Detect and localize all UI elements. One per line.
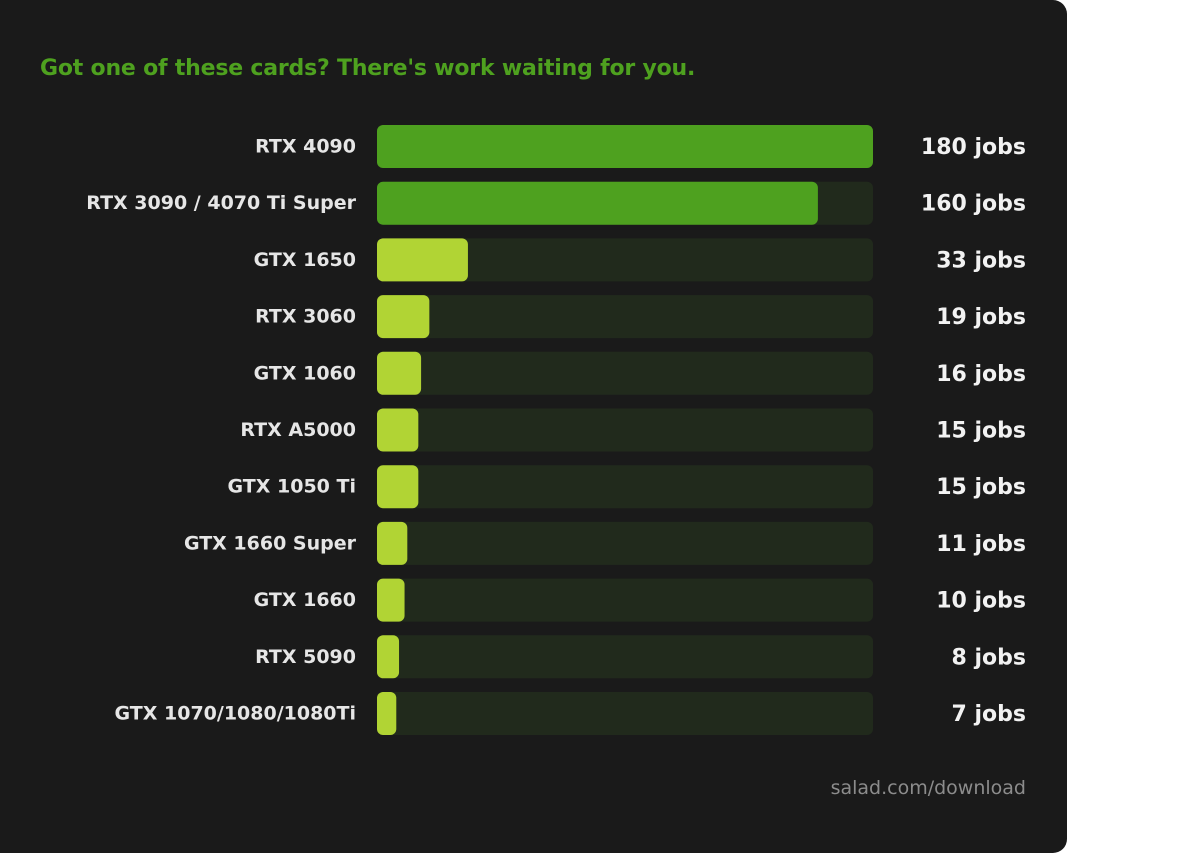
bar-track (377, 295, 873, 339)
value-label: 33 jobs (936, 248, 1026, 273)
bar-track (377, 238, 873, 282)
bar (377, 521, 408, 565)
value-label: 15 jobs (936, 475, 1026, 500)
bar (377, 635, 400, 679)
value-label: 16 jobs (936, 362, 1026, 387)
bar (377, 465, 419, 509)
bar-track (377, 465, 873, 509)
bar-track (377, 521, 873, 565)
bar (377, 351, 422, 395)
bar-track (377, 408, 873, 452)
bar-row: GTX 1060 16 jobs (254, 351, 1026, 395)
value-label: 10 jobs (936, 589, 1026, 614)
category-label: GTX 1070/1080/1080Ti (115, 703, 356, 725)
value-label: 7 jobs (952, 702, 1026, 727)
value-label: 160 jobs (921, 192, 1026, 217)
bar-row: GTX 1650 33 jobs (254, 238, 1026, 282)
value-label: 180 jobs (921, 135, 1026, 160)
chart-title: Got one of these cards? There's work wai… (40, 56, 696, 81)
bar (377, 692, 397, 735)
bar-chart: RTX 4090 180 jobs RTX 3090 / 4070 Ti Super… (86, 125, 1026, 735)
value-label: 15 jobs (936, 419, 1026, 444)
category-label: RTX 4090 (255, 136, 356, 158)
bar-row: RTX A5000 15 jobs (240, 408, 1026, 452)
bar-track (377, 578, 873, 622)
category-label: RTX A5000 (240, 419, 356, 441)
bar-row: RTX 3090 / 4070 Ti Super 160 jobs (86, 181, 1026, 225)
category-label: RTX 3090 / 4070 Ti Super (86, 192, 356, 214)
bar-track (377, 351, 873, 395)
bar-row: GTX 1050 Ti 15 jobs (228, 465, 1026, 509)
bar (377, 408, 419, 452)
value-label: 8 jobs (952, 645, 1026, 670)
bar-row: GTX 1070/1080/1080Ti 7 jobs (115, 692, 1026, 735)
category-label: GTX 1050 Ti (228, 476, 356, 498)
category-label: RTX 3060 (255, 306, 356, 328)
bar-row: RTX 4090 180 jobs (255, 125, 1026, 168)
category-label: RTX 5090 (255, 646, 356, 668)
category-label: GTX 1660 Super (184, 532, 357, 554)
bar-row: RTX 5090 8 jobs (255, 635, 1026, 679)
bar-row: GTX 1660 10 jobs (254, 578, 1026, 622)
category-label: GTX 1650 (254, 249, 356, 271)
bar-track (377, 692, 873, 735)
chart-card: Got one of these cards? There's work wai… (0, 0, 1067, 853)
bar-track (377, 635, 873, 679)
bar-row: RTX 3060 19 jobs (255, 295, 1026, 339)
bar (377, 295, 430, 339)
bar-row: GTX 1660 Super 11 jobs (184, 521, 1026, 565)
category-label: GTX 1660 (254, 589, 356, 611)
footer-link[interactable]: salad.com/download (830, 777, 1026, 799)
bar (377, 181, 818, 225)
value-label: 11 jobs (936, 532, 1026, 557)
bar (377, 578, 405, 622)
category-label: GTX 1060 (254, 362, 356, 384)
value-label: 19 jobs (936, 305, 1026, 330)
bar (377, 125, 873, 168)
bar (377, 238, 468, 282)
